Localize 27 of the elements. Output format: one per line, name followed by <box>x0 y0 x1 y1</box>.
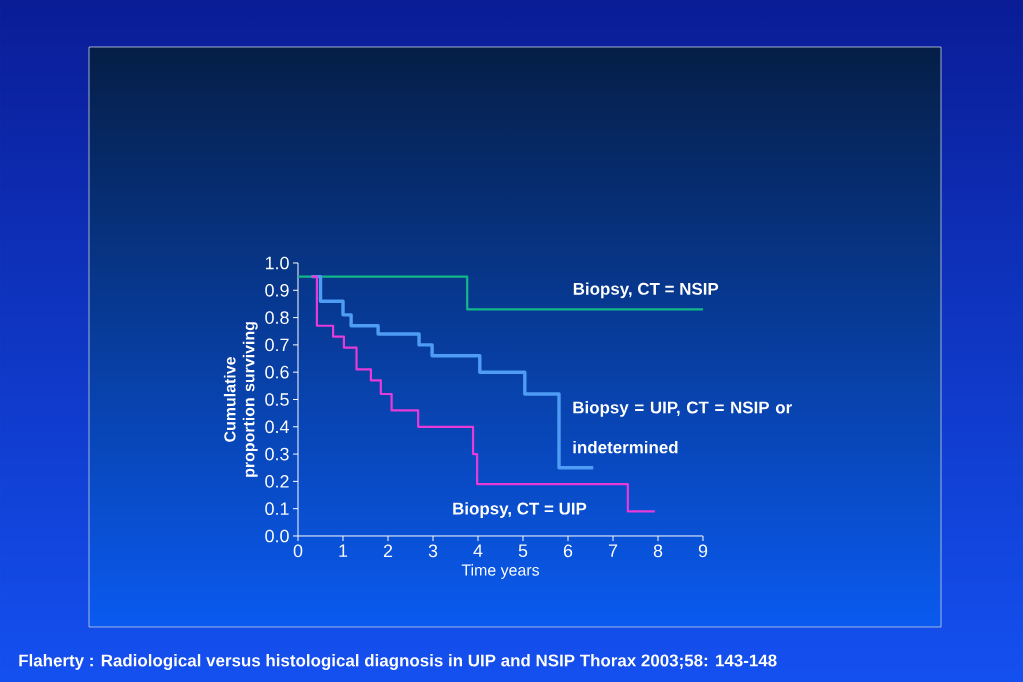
y-tick-label: 0.5 <box>265 393 289 406</box>
x-tick-label: 3 <box>428 544 438 558</box>
x-tick-label: 1 <box>339 544 348 557</box>
y-tick-label: 0.8 <box>265 311 289 324</box>
x-tick-label: 5 <box>518 544 528 558</box>
x-tick-label: 4 <box>473 544 483 557</box>
y-tick-label: 0.1 <box>265 502 289 516</box>
series-label: Biopsy, CT = NSIP <box>573 282 719 299</box>
y-tick-label: 1.0 <box>265 256 289 270</box>
text: Flaherty : Radiological versus histological diagnosis in UIP and NSIP Thorax 2003;58: 143-148 <box>19 654 777 670</box>
x-tick-label: 6 <box>563 544 573 558</box>
x-axis-title: Time years <box>461 564 540 579</box>
y-tick-label: 0.4 <box>265 420 289 434</box>
y-tick-label: 0.6 <box>265 365 289 379</box>
y-tick-label: 0.9 <box>265 283 289 297</box>
x-tick-label: 8 <box>653 544 663 558</box>
y-tick-label: 0.3 <box>265 447 289 461</box>
y-tick-label: 0.0 <box>265 529 289 543</box>
x-tick-label: 2 <box>383 544 393 558</box>
y-tick-label: 0.2 <box>265 475 289 488</box>
y-axis-title: Cumulative proportion surviving <box>223 322 258 477</box>
text: Biopsy = UIP, CT = NSIP or indetermined <box>573 401 792 454</box>
x-tick-label: 7 <box>608 544 618 557</box>
series-label: Biopsy, CT = UIP <box>453 502 587 518</box>
x-tick-label: 9 <box>698 544 708 558</box>
y-tick-label: 0.7 <box>265 338 289 352</box>
x-tick-label: 0 <box>293 544 303 558</box>
